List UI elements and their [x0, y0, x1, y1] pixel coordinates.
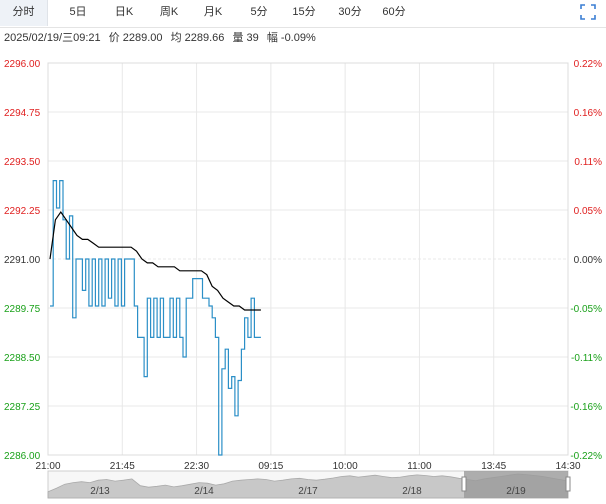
navigator-date-label: 2/17 [298, 486, 318, 497]
tab-60-min[interactable]: 60分 [382, 6, 406, 18]
tab-15-min[interactable]: 15分 [292, 6, 316, 18]
chart-grid [47, 62, 569, 456]
quote-info-bar: 2025/02/19/三09:21 价 2289.00 均 2289.66 量 … [4, 30, 321, 46]
info-datetime: 2025/02/19/三09:21 [4, 32, 101, 44]
y-tick-label-left: 2296.00 [4, 59, 41, 70]
navigator-date-label: 2/19 [506, 486, 526, 497]
tab-30-min[interactable]: 30分 [338, 6, 362, 18]
navigator-handle-left[interactable] [461, 476, 467, 492]
y-tick-label-left: 2294.75 [4, 108, 41, 119]
y-tick-label-right: 0.11% [574, 157, 602, 168]
info-volume: 量 39 [232, 32, 259, 44]
y-tick-label-left: 2288.50 [4, 353, 41, 364]
y-tick-label-right: -0.11% [571, 353, 602, 364]
x-tick-label: 13:45 [481, 461, 506, 472]
y-axis-left: 2296.00 2294.75 2293.50 2292.25 2291.00 2289.… [4, 59, 41, 462]
x-tick-label: 21:00 [35, 461, 60, 472]
range-navigator: 2/13 2/14 2/17 2/18 2/19 [47, 470, 571, 499]
y-tick-label-left: 2291.00 [4, 255, 41, 266]
y-tick-label-right: 0.05% [574, 206, 602, 217]
price-line [50, 180, 261, 456]
y-tick-label-right: 0.16% [574, 108, 602, 119]
navigator-date-label: 2/13 [90, 486, 110, 497]
y-tick-label-left: 2293.50 [4, 157, 41, 168]
x-tick-label: 21:45 [110, 461, 135, 472]
navigator-handle-right[interactable] [565, 476, 571, 492]
tab-daily-k[interactable]: 日K [114, 6, 134, 18]
y-tick-label-right: -0.05% [570, 304, 602, 315]
series-group [49, 180, 261, 456]
info-price: 价 2289.00 [108, 32, 163, 44]
y-tick-label-left: 2292.25 [4, 206, 41, 217]
y-tick-label-left: 2286.00 [4, 451, 41, 462]
y-tick-label-right: -0.16% [570, 402, 602, 413]
x-tick-label: 14:30 [555, 461, 580, 472]
fullscreen-corners-icon[interactable] [580, 4, 596, 20]
x-axis: 21:00 21:45 22:30 09:15 10:00 11:00 13:45 14:30 [35, 461, 580, 472]
y-tick-label-right: 0.00% [574, 255, 602, 266]
x-tick-label: 09:15 [258, 461, 283, 472]
navigator-date-label: 2/14 [194, 486, 214, 497]
y-tick-label-left: 2287.25 [4, 402, 41, 413]
info-change: 幅 -0.09% [266, 32, 316, 44]
x-tick-label: 22:30 [184, 461, 209, 472]
tab-5-day[interactable]: 5日 [69, 6, 87, 18]
tab-monthly-k[interactable]: 月K [203, 6, 223, 18]
tab-intraday[interactable]: 分时 [0, 0, 48, 26]
y-axis-right: 0.22% 0.16% 0.11% 0.05% 0.00% -0.05% -0.11% -0.… [570, 59, 602, 462]
avg-price-line [49, 210, 261, 311]
y-tick-label-right: -0.22% [570, 451, 602, 462]
tab-weekly-k[interactable]: 周K [159, 6, 179, 18]
x-tick-label: 10:00 [333, 461, 358, 472]
navigator-selection-window[interactable] [464, 471, 568, 498]
tab-5-min[interactable]: 5分 [250, 6, 268, 18]
info-avg-price: 均 2289.66 [170, 32, 225, 44]
y-tick-label-left: 2289.75 [4, 304, 41, 315]
y-tick-label-right: 0.22% [574, 59, 602, 70]
x-tick-label: 11:00 [407, 461, 432, 472]
navigator-date-label: 2/18 [402, 486, 422, 497]
plot-border [47, 62, 569, 456]
period-tab-bar: 分时 5日 日K 周K 月K 5分 15分 30分 60分 [0, 0, 606, 28]
